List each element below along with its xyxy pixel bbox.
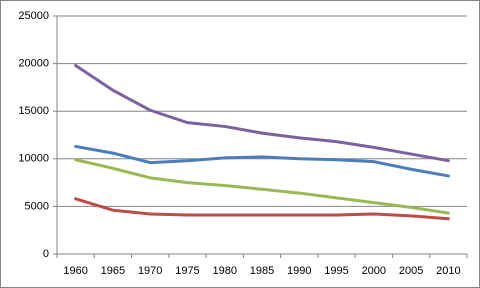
x-tick-label: 2005 (399, 265, 423, 277)
y-tick-label: 25000 (18, 10, 49, 22)
y-tick-label: 0 (43, 248, 49, 260)
x-tick-label: 2000 (362, 265, 386, 277)
x-tick-label: 2010 (436, 265, 460, 277)
series-line (74, 64, 450, 163)
x-tick-label: 1970 (138, 265, 162, 277)
x-tick-label: 1960 (63, 265, 87, 277)
x-tick-label: 1980 (212, 265, 236, 277)
x-tick-label: 1995 (324, 265, 348, 277)
series-line (74, 158, 450, 215)
x-tick-label: 1965 (101, 265, 125, 277)
x-tick-label: 1985 (250, 265, 274, 277)
x-tick-label: 1975 (175, 265, 199, 277)
y-tick-label: 5000 (25, 200, 49, 212)
y-tick-label: 20000 (18, 58, 49, 70)
y-tick-label: 10000 (18, 153, 49, 165)
x-tick-label: 1990 (287, 265, 311, 277)
y-tick-label: 15000 (18, 105, 49, 117)
series-line (74, 144, 450, 178)
series-line (74, 197, 450, 221)
